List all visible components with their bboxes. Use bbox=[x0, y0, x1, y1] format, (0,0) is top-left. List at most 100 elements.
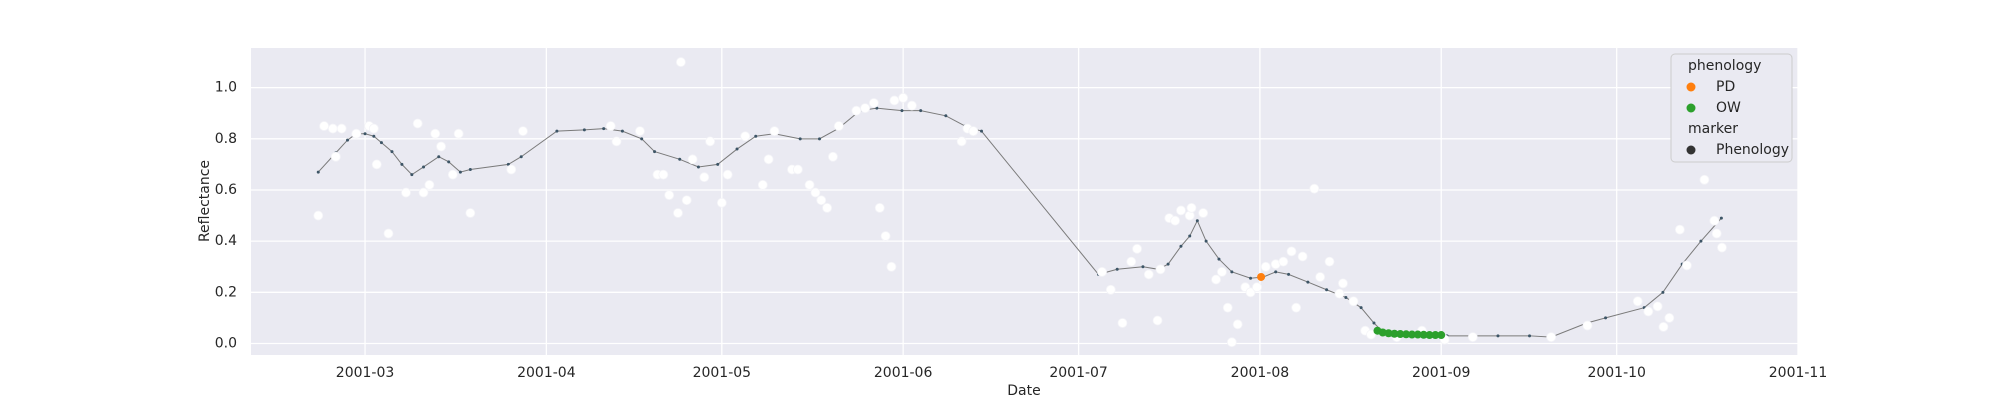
legend-title: phenology bbox=[1688, 58, 1761, 74]
observation-point bbox=[828, 151, 838, 162]
observation-point bbox=[675, 57, 686, 67]
line-point bbox=[363, 132, 367, 136]
observation-point bbox=[1211, 274, 1221, 285]
line-point bbox=[346, 138, 350, 142]
observation-point bbox=[1467, 332, 1478, 342]
observation-point bbox=[424, 179, 435, 190]
observation-point bbox=[705, 136, 716, 147]
y-tick-label: 0.8 bbox=[215, 131, 237, 147]
y-axis-label: Reflectance bbox=[197, 160, 213, 242]
observation-point bbox=[1324, 256, 1335, 267]
line-point bbox=[437, 155, 441, 159]
line-point bbox=[1325, 288, 1329, 292]
observation-point bbox=[968, 126, 979, 137]
observation-point bbox=[804, 179, 815, 190]
x-axis-label: Date bbox=[1007, 383, 1040, 399]
phenology-point bbox=[1437, 331, 1446, 340]
observation-point bbox=[1155, 264, 1166, 275]
y-tick-label: 0.6 bbox=[215, 182, 237, 198]
observation-point bbox=[1252, 282, 1262, 293]
observation-point bbox=[1315, 272, 1326, 282]
observation-point bbox=[1245, 287, 1256, 298]
line-point bbox=[1217, 257, 1221, 261]
line-point bbox=[919, 109, 923, 113]
observation-point bbox=[664, 190, 675, 201]
observation-point bbox=[1226, 337, 1237, 348]
observation-point bbox=[1117, 318, 1128, 328]
observation-point bbox=[816, 195, 827, 206]
observation-point bbox=[436, 141, 446, 152]
legend-marker bbox=[1686, 103, 1696, 113]
observation-point bbox=[401, 187, 411, 198]
line-point bbox=[422, 165, 426, 169]
legend-marker bbox=[1686, 145, 1696, 155]
observation-point bbox=[1674, 224, 1685, 235]
line-point bbox=[980, 129, 984, 133]
phenology-point bbox=[1378, 328, 1387, 337]
line-point bbox=[379, 141, 383, 145]
observation-point bbox=[319, 121, 330, 131]
observation-point bbox=[822, 202, 833, 213]
observation-point bbox=[716, 197, 727, 208]
observation-point bbox=[907, 100, 917, 111]
line-point bbox=[1188, 234, 1192, 238]
observation-point bbox=[1546, 332, 1557, 342]
marks bbox=[313, 57, 1727, 348]
observation-point bbox=[1348, 296, 1359, 307]
line-point bbox=[1166, 262, 1170, 266]
line-point bbox=[1719, 216, 1723, 220]
line-point bbox=[458, 170, 462, 174]
legend-label: Phenology bbox=[1716, 142, 1789, 158]
line-point bbox=[1528, 334, 1532, 338]
observation-point bbox=[792, 164, 803, 175]
line-point bbox=[316, 170, 320, 174]
y-tick-label: 1.0 bbox=[215, 80, 237, 96]
line-point bbox=[1179, 244, 1183, 248]
observation-point bbox=[1216, 266, 1227, 277]
phenology-point bbox=[1402, 330, 1411, 339]
observation-point bbox=[1286, 246, 1297, 257]
x-tick-label: 2001-03 bbox=[336, 365, 395, 381]
line-point bbox=[1604, 316, 1608, 320]
x-tick-label: 2001-08 bbox=[1231, 365, 1290, 381]
legend-box bbox=[1670, 53, 1793, 163]
observation-point bbox=[336, 123, 347, 134]
phenology-point bbox=[1396, 330, 1405, 339]
observation-point bbox=[886, 261, 897, 272]
x-tick-label: 2001-05 bbox=[693, 365, 752, 381]
line-point bbox=[818, 137, 822, 141]
observation-point bbox=[447, 169, 458, 180]
line-point bbox=[735, 147, 739, 151]
observation-point bbox=[368, 123, 379, 134]
observation-point bbox=[1338, 278, 1348, 289]
line-point bbox=[798, 137, 802, 141]
observation-point bbox=[1309, 183, 1320, 194]
line-point bbox=[716, 162, 720, 166]
phenology-point bbox=[1407, 330, 1416, 339]
line-point bbox=[410, 173, 414, 177]
observation-point bbox=[1260, 261, 1271, 272]
observation-point bbox=[1198, 208, 1209, 218]
legend-title: marker bbox=[1688, 121, 1738, 137]
line-point bbox=[519, 155, 523, 159]
observation-point bbox=[1152, 315, 1163, 326]
phenology-point bbox=[1413, 330, 1422, 339]
observation-point bbox=[330, 151, 341, 162]
observation-point bbox=[1291, 302, 1302, 313]
observation-point bbox=[1658, 321, 1669, 332]
line-point bbox=[1287, 272, 1291, 276]
observation-point bbox=[1717, 242, 1727, 253]
observation-point bbox=[1632, 296, 1643, 307]
observation-point bbox=[681, 195, 692, 206]
observation-point bbox=[1222, 302, 1233, 313]
observation-point bbox=[506, 164, 517, 175]
observation-point bbox=[465, 208, 476, 218]
line-point bbox=[944, 114, 948, 118]
observation-point bbox=[383, 228, 394, 239]
observation-point bbox=[763, 154, 774, 165]
legend-marker bbox=[1686, 82, 1696, 92]
observation-point bbox=[757, 179, 768, 190]
line-point bbox=[620, 129, 624, 133]
observation-point bbox=[412, 118, 423, 129]
